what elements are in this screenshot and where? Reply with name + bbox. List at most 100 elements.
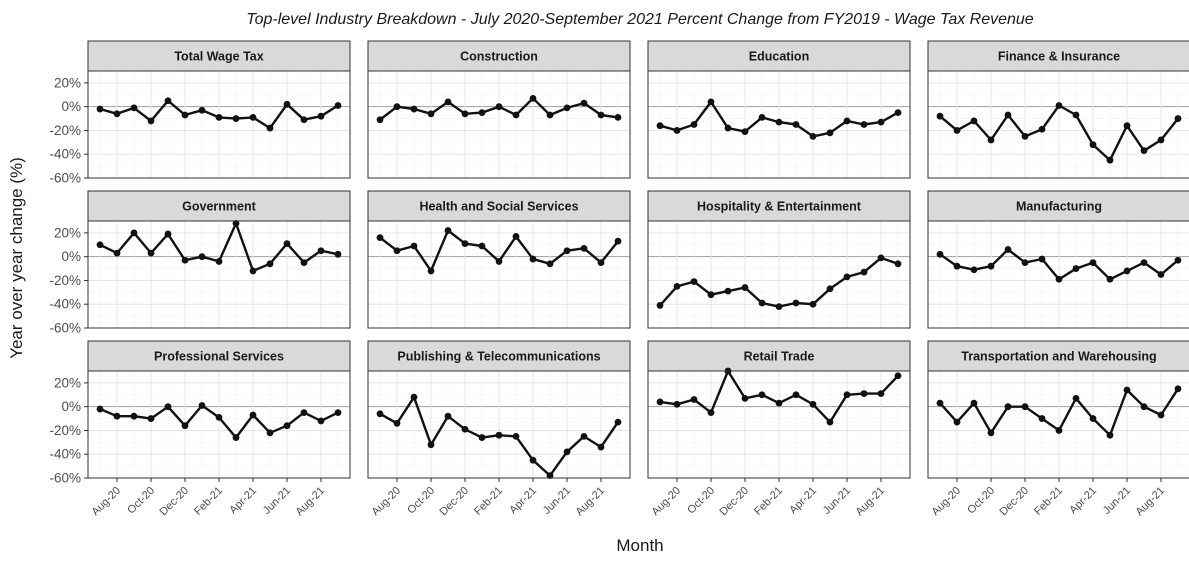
y-tick-label: -20%: [49, 423, 81, 438]
data-point: [741, 284, 749, 291]
data-point: [877, 118, 885, 126]
data-point: [249, 113, 257, 121]
x-tick-label: Aug-20: [930, 485, 964, 519]
data-point: [376, 116, 384, 124]
panel-border: [927, 220, 1189, 329]
data-point: [334, 250, 342, 258]
data-point: [334, 102, 342, 109]
y-tick-label: 20%: [54, 375, 81, 390]
data-point: [1106, 156, 1114, 164]
data-point: [1106, 431, 1114, 439]
x-tick-label: Apr-21: [787, 485, 819, 517]
chart-title: Top-level Industry Breakdown - July 2020…: [246, 11, 1034, 28]
y-tick-label: -40%: [49, 447, 81, 462]
data-point: [597, 259, 605, 267]
x-tick-label: Apr-21: [507, 485, 539, 517]
data-point: [495, 103, 503, 111]
data-point: [266, 260, 274, 268]
facet-strip: [87, 340, 351, 372]
x-tick-label: Feb-21: [192, 485, 225, 518]
data-point: [1140, 147, 1148, 155]
x-tick-label: Aug-21: [854, 485, 888, 519]
data-point: [181, 422, 189, 430]
data-point: [147, 415, 155, 422]
data-point: [775, 399, 783, 407]
facet-strip: [87, 190, 351, 222]
data-point: [215, 413, 223, 421]
data-point: [495, 258, 503, 265]
data-point: [987, 262, 995, 270]
facet-title: Hospitality & Entertainment: [697, 200, 862, 214]
data-point: [1140, 259, 1148, 267]
facet-panel: Total Wage Tax 20% 0% -20% -40% -60%: [49, 40, 351, 186]
y-tick-label: -60%: [49, 471, 81, 486]
data-point: [597, 111, 605, 119]
data-point: [266, 429, 274, 437]
panel-border: [647, 220, 911, 329]
facet-panel: Transportation and Warehousing Aug-20 Oct-…: [927, 340, 1189, 519]
x-tick-label: Jun-21: [821, 485, 853, 517]
data-point: [164, 403, 172, 411]
data-point: [427, 267, 435, 275]
data-point: [461, 425, 469, 433]
y-tick-label: -60%: [49, 171, 81, 186]
data-point: [96, 405, 104, 413]
data-point: [860, 121, 868, 128]
data-point: [410, 393, 418, 401]
data-point: [877, 390, 885, 397]
facet-title: Health and Social Services: [419, 200, 578, 214]
data-point: [860, 268, 868, 276]
x-tick-label: Feb-21: [752, 485, 785, 518]
data-point: [393, 247, 401, 255]
facet-strip: [927, 190, 1189, 222]
y-tick-label: -60%: [49, 321, 81, 336]
data-point: [894, 372, 902, 380]
data-point: [1089, 415, 1097, 422]
data-point: [673, 282, 681, 290]
data-point: [393, 103, 401, 111]
facet-title: Government: [182, 200, 256, 214]
data-point: [1174, 385, 1182, 393]
data-point: [283, 422, 291, 430]
data-point: [970, 266, 978, 274]
data-point: [529, 456, 537, 464]
data-point: [741, 394, 749, 402]
data-point: [877, 254, 885, 262]
data-point: [987, 136, 995, 144]
data-point: [758, 391, 766, 399]
data-point: [826, 285, 834, 293]
facet-panel: Finance & Insurance: [927, 40, 1189, 179]
data-point: [300, 409, 308, 417]
data-point: [444, 227, 452, 234]
facet-title: Manufacturing: [1016, 200, 1102, 214]
data-point: [970, 399, 978, 407]
data-point: [1089, 141, 1097, 149]
data-point: [656, 302, 664, 309]
data-point: [215, 258, 223, 265]
facet-title: Transportation and Warehousing: [961, 350, 1156, 364]
data-point: [843, 117, 851, 125]
data-point: [614, 418, 622, 426]
data-point: [113, 412, 121, 420]
data-point: [758, 299, 766, 307]
data-point: [1055, 102, 1063, 109]
data-point: [283, 100, 291, 108]
data-point: [215, 113, 223, 121]
data-point: [614, 113, 622, 121]
data-point: [147, 117, 155, 125]
data-point: [1038, 415, 1046, 422]
data-point: [707, 98, 715, 106]
facet-panel: Professional Services 20% 0% -20% -40% -60% Au…: [49, 340, 351, 518]
facet-panel: Retail Trade Aug-20 Oct-20 Dec-20 Feb-21 Apr-…: [647, 340, 911, 519]
data-point: [1174, 115, 1182, 122]
data-point: [1089, 259, 1097, 267]
data-point: [724, 287, 732, 295]
data-point: [741, 128, 749, 136]
panel-border: [927, 70, 1189, 179]
data-point: [1038, 255, 1046, 263]
data-point: [249, 267, 257, 275]
y-tick-label: 0%: [61, 249, 81, 264]
data-point: [546, 472, 554, 480]
facet-title: Finance & Insurance: [998, 50, 1120, 64]
